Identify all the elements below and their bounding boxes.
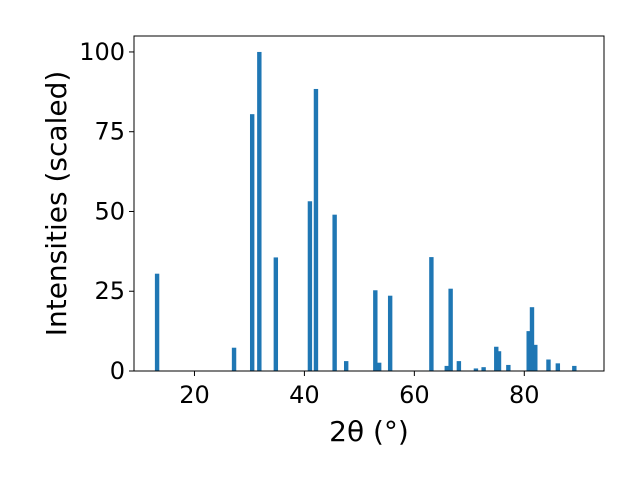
y-axis-ticks: 0 25 50 75 100 (79, 38, 134, 385)
bar (249, 114, 255, 372)
y-tick-label: 75 (94, 118, 125, 146)
bar (373, 290, 378, 371)
y-axis-label: Intensities (scaled) (40, 71, 73, 337)
bar (526, 331, 531, 371)
bar (456, 361, 462, 371)
bar (154, 273, 160, 371)
bar (448, 288, 453, 371)
bar (506, 364, 511, 371)
bar (444, 365, 449, 371)
y-tick-label: 100 (79, 38, 125, 66)
bar (496, 351, 502, 371)
y-tick-label: 50 (94, 197, 125, 225)
bar (376, 362, 382, 371)
bar (313, 88, 319, 372)
bar (429, 257, 434, 371)
plot-frame (133, 35, 605, 372)
bar (494, 346, 499, 371)
bar (231, 347, 237, 371)
bar (555, 363, 561, 371)
x-axis-ticks: 20 40 60 80 (179, 371, 540, 409)
bar (481, 367, 486, 371)
bar (473, 368, 479, 371)
x-tick-label: 80 (509, 381, 540, 409)
bars-group (154, 51, 577, 372)
y-tick-label: 0 (110, 357, 125, 385)
x-tick-label: 60 (399, 381, 430, 409)
bar (529, 307, 535, 371)
bar (387, 295, 393, 371)
bar (332, 214, 337, 371)
x-tick-label: 20 (179, 381, 210, 409)
bar (546, 359, 551, 371)
bar (572, 365, 577, 371)
bar (343, 361, 349, 371)
bar (307, 201, 313, 371)
bar (257, 51, 262, 371)
bar (533, 344, 538, 371)
bar (273, 257, 279, 371)
y-tick-label: 25 (94, 277, 125, 305)
x-axis-label: 2θ (°) (329, 415, 409, 448)
x-tick-label: 40 (289, 381, 320, 409)
